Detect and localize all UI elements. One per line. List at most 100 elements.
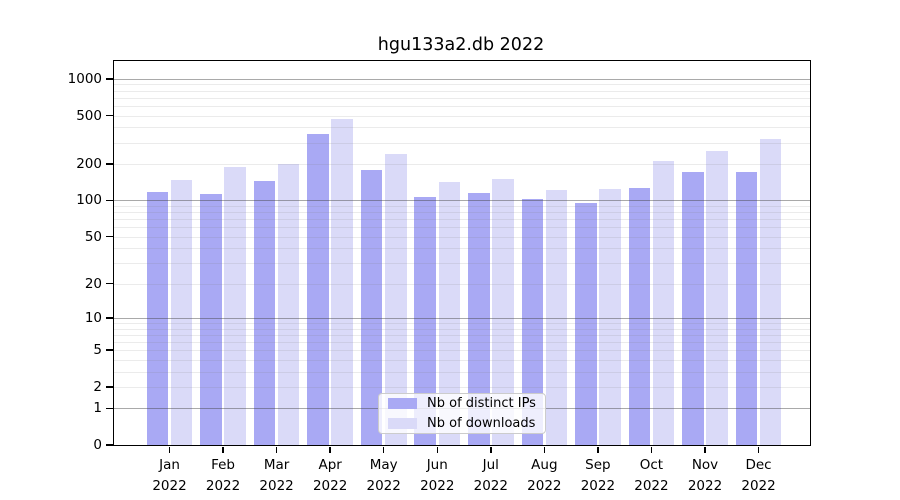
bar-ips-sep-2022 bbox=[575, 203, 597, 445]
y-tick-10 bbox=[105, 317, 113, 319]
legend-label-downloads: Nb of downloads bbox=[427, 416, 536, 431]
bar-downloads-jul-2022 bbox=[492, 178, 514, 445]
bar-downloads-feb-2022 bbox=[224, 166, 246, 445]
y-tick-50 bbox=[105, 235, 113, 238]
y-tick-label-2: 2 bbox=[93, 378, 102, 395]
gridline-minor-300 bbox=[114, 142, 810, 144]
y-tick-label-5: 5 bbox=[93, 342, 102, 359]
gridline-major-1000 bbox=[114, 78, 810, 80]
x-tick-mar-2022 bbox=[275, 446, 278, 453]
x-label-year: 2022 bbox=[259, 477, 294, 494]
legend-item-downloads: Nb of downloads bbox=[388, 416, 536, 431]
x-label-year: 2022 bbox=[473, 477, 508, 494]
gridline-minor-5 bbox=[114, 350, 810, 352]
gridline-major-100 bbox=[114, 200, 810, 202]
gridline-minor-70 bbox=[114, 219, 810, 221]
x-tick-sep-2022 bbox=[597, 446, 599, 453]
x-label-year: 2022 bbox=[741, 477, 776, 494]
x-tick-label-nov-2022: Nov 2022 bbox=[688, 455, 722, 497]
gridline-minor-7 bbox=[114, 334, 810, 336]
bar-ips-apr-2022 bbox=[307, 133, 329, 445]
bar-downloads-aug-2022 bbox=[545, 190, 568, 445]
x-tick-oct-2022 bbox=[650, 446, 653, 453]
x-tick-apr-2022 bbox=[329, 446, 331, 453]
x-tick-dec-2022 bbox=[757, 446, 760, 453]
bar-downloads-mar-2022 bbox=[277, 163, 300, 445]
x-label-month: Mar bbox=[263, 457, 290, 473]
y-tick-label-200: 200 bbox=[76, 155, 102, 172]
x-label-year: 2022 bbox=[580, 477, 616, 494]
gridline-minor-40 bbox=[114, 248, 810, 250]
y-tick-label-1: 1 bbox=[93, 400, 102, 417]
x-tick-label-may-2022: May 2022 bbox=[367, 455, 401, 497]
x-label-year: 2022 bbox=[634, 477, 669, 494]
x-label-year: 2022 bbox=[205, 477, 241, 494]
bar-ips-jun-2022 bbox=[414, 196, 436, 445]
bar-downloads-jun-2022 bbox=[438, 181, 461, 445]
y-tick-2 bbox=[105, 386, 113, 388]
x-label-month: Nov bbox=[691, 457, 719, 473]
y-tick-label-1000: 1000 bbox=[67, 70, 102, 87]
x-tick-label-jun-2022: Jun 2022 bbox=[420, 455, 454, 497]
y-tick-label-20: 20 bbox=[84, 275, 102, 292]
y-tick-label-100: 100 bbox=[76, 192, 102, 209]
plot-area: Nb of distinct IPs Nb of downloads 0 1 2 5 1… bbox=[68, 60, 811, 494]
x-tick-jun-2022 bbox=[436, 446, 438, 453]
x-tick-label-jan-2022: Jan 2022 bbox=[152, 455, 186, 497]
x-label-month: May bbox=[369, 457, 398, 473]
x-tick-label-sep-2022: Sep 2022 bbox=[581, 455, 615, 497]
bar-downloads-oct-2022 bbox=[652, 160, 675, 445]
gridline-minor-200 bbox=[114, 163, 810, 165]
x-label-month: Oct bbox=[639, 457, 664, 473]
gridline-minor-3 bbox=[114, 371, 810, 373]
bar-ips-jan-2022 bbox=[146, 191, 169, 445]
x-label-month: Apr bbox=[318, 457, 342, 473]
x-tick-label-oct-2022: Oct 2022 bbox=[634, 455, 668, 497]
x-label-month: Sep bbox=[585, 457, 611, 473]
gridline-minor-400 bbox=[114, 127, 810, 129]
gridline-minor-60 bbox=[114, 227, 810, 229]
x-tick-label-apr-2022: Apr 2022 bbox=[313, 455, 347, 497]
gridline-minor-600 bbox=[114, 105, 810, 107]
y-tick-100 bbox=[105, 199, 113, 202]
legend: Nb of distinct IPs Nb of downloads bbox=[378, 393, 546, 434]
x-label-month: Jan bbox=[159, 457, 180, 473]
x-tick-label-jul-2022: Jul 2022 bbox=[474, 455, 508, 497]
y-tick-5 bbox=[105, 349, 113, 351]
gridline-minor-20 bbox=[114, 283, 810, 285]
x-label-month: Dec bbox=[745, 457, 772, 473]
x-label-year: 2022 bbox=[152, 477, 187, 494]
gridline-major-10 bbox=[114, 317, 810, 319]
gridline-minor-50 bbox=[114, 236, 810, 238]
bar-downloads-sep-2022 bbox=[599, 189, 621, 445]
x-label-month: Feb bbox=[211, 457, 235, 473]
bar-downloads-jan-2022 bbox=[170, 179, 193, 445]
x-label-year: 2022 bbox=[420, 477, 455, 494]
x-tick-jul-2022 bbox=[490, 446, 492, 453]
bar-ips-jul-2022 bbox=[468, 193, 490, 445]
x-label-month: Aug bbox=[531, 457, 558, 473]
y-tick-label-50: 50 bbox=[84, 228, 102, 245]
y-tick-1 bbox=[105, 407, 113, 409]
legend-label-ips: Nb of distinct IPs bbox=[427, 396, 536, 411]
gridline-minor-9 bbox=[114, 322, 810, 324]
y-tick-1000 bbox=[105, 78, 113, 80]
y-tick-label-10: 10 bbox=[84, 309, 102, 326]
x-tick-label-dec-2022: Dec 2022 bbox=[741, 455, 775, 497]
bar-downloads-apr-2022 bbox=[331, 119, 353, 445]
x-label-year: 2022 bbox=[312, 477, 348, 494]
gridline-minor-8 bbox=[114, 328, 810, 330]
y-tick-label-0: 0 bbox=[93, 437, 102, 453]
y-tick-label-500: 500 bbox=[76, 107, 102, 124]
gridline-minor-500 bbox=[114, 115, 810, 117]
y-tick-200 bbox=[105, 163, 113, 165]
bar-downloads-dec-2022 bbox=[759, 139, 782, 445]
y-tick-20 bbox=[105, 282, 113, 285]
x-tick-aug-2022 bbox=[543, 446, 546, 453]
gridline-minor-6 bbox=[114, 341, 810, 343]
y-tick-500 bbox=[105, 114, 113, 117]
x-tick-label-aug-2022: Aug 2022 bbox=[527, 455, 561, 497]
bar-ips-may-2022 bbox=[360, 170, 383, 445]
chart-title: hgu133a2.db 2022 bbox=[377, 35, 545, 55]
